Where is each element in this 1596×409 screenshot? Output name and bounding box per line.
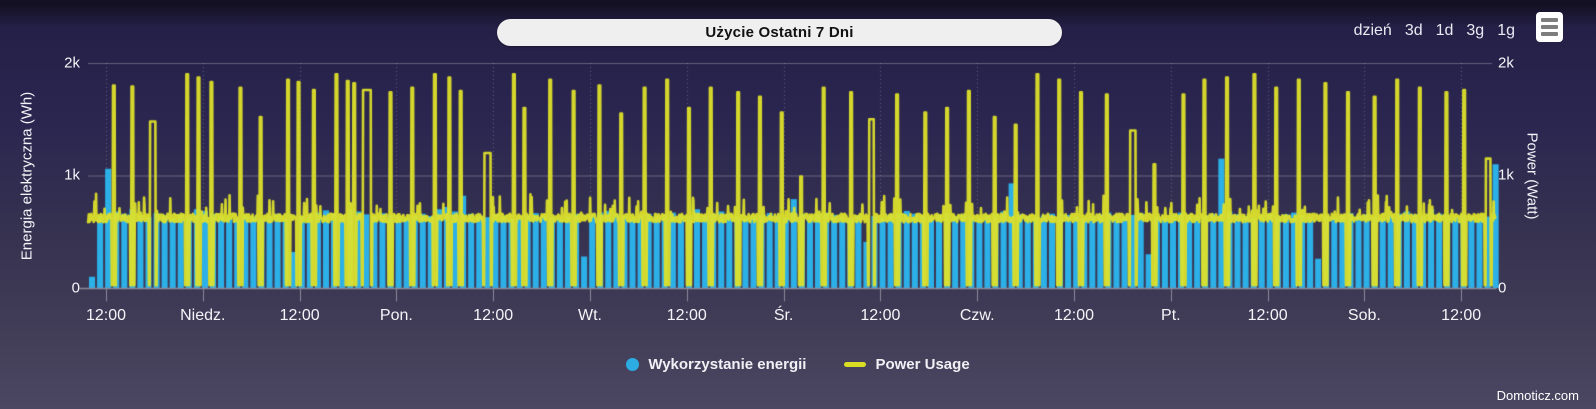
y-right-tick-0: 0	[1498, 279, 1507, 297]
y-right-axis-title: Power (Watt)	[1523, 132, 1541, 220]
legend-item-power[interactable]: Power Usage	[844, 356, 970, 373]
x-axis-label: Wt.	[578, 307, 602, 324]
range-dzien[interactable]: dzień	[1353, 22, 1392, 39]
chart-legend: Wykorzystanie energii Power Usage	[0, 356, 1596, 373]
hamburger-icon	[1541, 32, 1558, 36]
domoticz-credit-link[interactable]: Domoticz.com	[1496, 388, 1579, 403]
range-selector: dzień 3d 1d 3g 1g	[1354, 22, 1515, 40]
x-axis-label: Pon.	[379, 307, 413, 324]
x-axis-label: 12:00	[1053, 307, 1095, 324]
x-axis-label: Śr.	[773, 307, 794, 324]
energy-series-marker-icon	[626, 358, 640, 371]
legend-item-energy[interactable]: Wykorzystanie energii	[626, 356, 806, 373]
y-left-axis-title: Energia elektryczna (Wh)	[18, 91, 36, 261]
range-3g[interactable]: 3g	[1466, 22, 1485, 39]
range-1g[interactable]: 1g	[1497, 22, 1515, 39]
hamburger-icon	[1541, 25, 1558, 29]
range-1d[interactable]: 1d	[1435, 22, 1454, 39]
x-axis-label: Pt.	[1161, 307, 1181, 324]
power-series-marker-icon	[844, 362, 867, 367]
legend-label-energy: Wykorzystanie energii	[648, 356, 807, 373]
y-left-tick-1k: 1k	[64, 166, 80, 184]
x-axis-label: 12:00	[860, 307, 901, 324]
y-left-tick-0: 0	[71, 279, 80, 297]
y-left-tick-2k: 2k	[64, 54, 80, 72]
x-axis-label: Czw.	[959, 307, 995, 324]
legend-label-power: Power Usage	[875, 356, 970, 373]
x-axis-label: 12:00	[473, 307, 514, 324]
x-axis-label: Sob.	[1347, 307, 1381, 324]
range-3d[interactable]: 3d	[1404, 22, 1423, 39]
x-axis-label: 12:00	[1247, 307, 1288, 324]
x-axis-label: 12:00	[666, 307, 707, 324]
hamburger-icon	[1541, 18, 1558, 22]
x-axis-label: Niedz.	[180, 307, 226, 324]
y-right-tick-2k: 2k	[1498, 54, 1514, 72]
x-axis-label: 12:00	[1441, 307, 1482, 324]
x-axis-label: 12:00	[279, 307, 320, 324]
chart-title-text: Użycie Ostatni 7 Dni	[705, 24, 854, 41]
x-axis-label: 12:00	[85, 307, 127, 324]
chart-title: Użycie Ostatni 7 Dni	[497, 19, 1062, 46]
y-right-tick-1k: 1k	[1498, 166, 1514, 184]
hamburger-menu-button[interactable]	[1536, 12, 1563, 42]
